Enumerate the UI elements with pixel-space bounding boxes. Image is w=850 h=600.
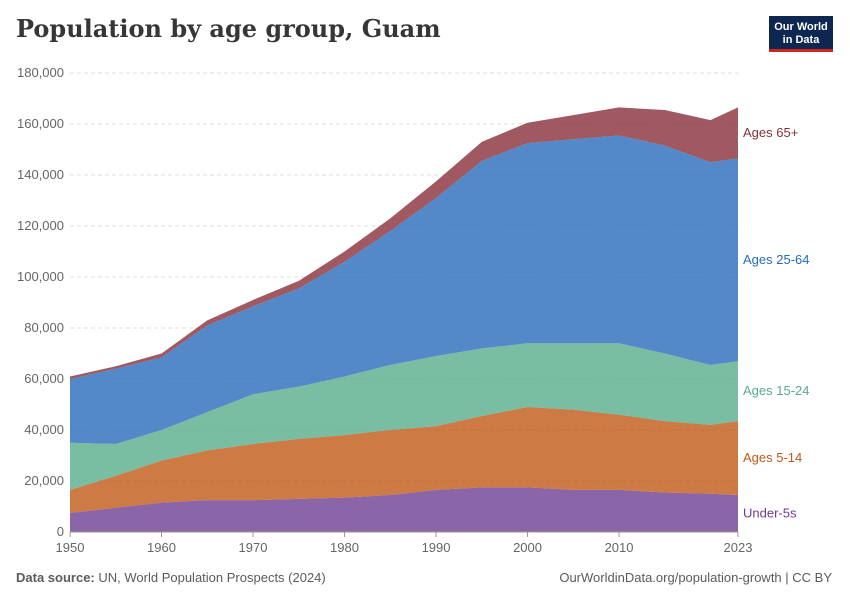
y-tick-label: 20,000 — [24, 473, 64, 488]
area-ages-15-24[interactable] — [70, 343, 738, 490]
x-tick-label: 1990 — [422, 540, 451, 555]
y-tick-label: 80,000 — [24, 320, 64, 335]
area-under-5s[interactable] — [70, 487, 738, 532]
owid-logo[interactable]: Our World in Data — [769, 16, 833, 52]
y-tick-label: 0 — [57, 524, 64, 539]
x-tick-label: 1970 — [239, 540, 268, 555]
series-label-under-5s: Under-5s — [743, 506, 797, 521]
x-tick-label: 1950 — [56, 540, 85, 555]
stacked-area-chart: 0 20,000 40,000 60,000 80,000 100,000 120,000 1… — [17, 65, 810, 555]
series-label-ages-25-64: Ages 25-64 — [743, 252, 810, 267]
area-ages-65[interactable] — [70, 107, 738, 380]
y-tick-label: 160,000 — [17, 116, 64, 131]
x-tick-label: 2023 — [724, 540, 753, 555]
series-labels: Under-5s Ages 5-14 Ages 15-24 Ages 25-64 Age… — [743, 125, 810, 521]
data-source-text: UN, World Population Prospects (2024) — [98, 570, 326, 585]
logo-line-1: Our World — [774, 21, 828, 33]
y-tick-label: 60,000 — [24, 371, 64, 386]
series-label-ages-65: Ages 65+ — [743, 125, 798, 140]
data-source-label: Data source: — [16, 570, 95, 585]
chart-title: Population by age group, Guam — [16, 14, 441, 43]
x-tick-label: 2000 — [513, 540, 542, 555]
area-series — [70, 107, 738, 532]
area-ages-25-64[interactable] — [70, 135, 738, 445]
source-link[interactable]: OurWorldinData.org/population-growth | C… — [559, 570, 832, 585]
series-label-ages-15-24: Ages 15-24 — [743, 383, 810, 398]
data-source: Data source: UN, World Population Prospe… — [16, 570, 326, 585]
series-label-ages-5-14: Ages 5-14 — [743, 450, 802, 465]
axes: 0 20,000 40,000 60,000 80,000 100,000 120,000 1… — [17, 65, 752, 555]
x-tick-label: 2010 — [605, 540, 634, 555]
x-tick-label: 1960 — [147, 540, 176, 555]
y-tick-label: 140,000 — [17, 167, 64, 182]
y-tick-label: 120,000 — [17, 218, 64, 233]
y-tick-label: 40,000 — [24, 422, 64, 437]
y-tick-label: 180,000 — [17, 65, 64, 80]
x-tick-label: 1980 — [330, 540, 359, 555]
logo-line-2: in Data — [782, 34, 820, 46]
y-tick-label: 100,000 — [17, 269, 64, 284]
area-ages-5-14[interactable] — [70, 407, 738, 513]
